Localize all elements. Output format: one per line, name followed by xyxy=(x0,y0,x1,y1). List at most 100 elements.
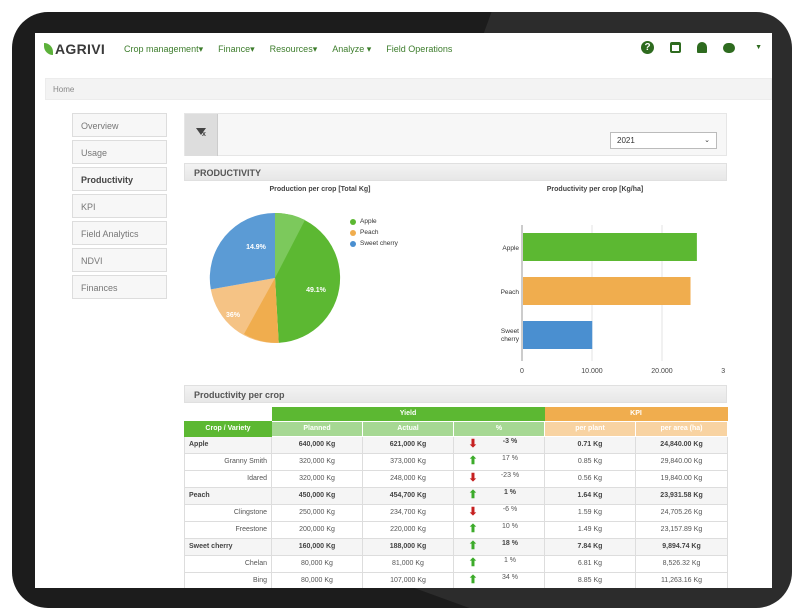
pie-slice-peach-variety[interactable] xyxy=(244,278,279,343)
percent-value: 17 % xyxy=(502,455,518,462)
arrow-down-icon: ⬇ xyxy=(468,472,478,484)
cell-percent: ⬆ 17 % xyxy=(453,452,545,471)
col-planned: Planned xyxy=(271,420,363,437)
cell-per-plant: 7.84 Kg xyxy=(544,537,636,556)
cell-planned: 200,000 Kg xyxy=(271,520,363,539)
legend-swatch xyxy=(350,229,356,236)
table-row[interactable]: Apple 640,000 Kg 621,000 Kg ⬇ -3 % 0.71 Kg 24,… xyxy=(184,435,729,454)
col-per-area: per area (ha) xyxy=(634,420,729,437)
legend-item-sweet-cherry[interactable]: Sweet cherry xyxy=(350,238,398,249)
menu-resources[interactable]: Resources▾ xyxy=(269,43,318,54)
cell-per-plant: 1.64 Kg xyxy=(544,486,636,505)
table-body: Apple 640,000 Kg 621,000 Kg ⬇ -3 % 0.71 Kg 24,… xyxy=(184,435,729,588)
bar-apple[interactable] xyxy=(523,233,697,261)
cell-planned: 250,000 Kg xyxy=(271,503,363,522)
cell-per-area: 19,840.00 Kg xyxy=(634,469,729,488)
cell-actual: 248,000 Kg xyxy=(362,469,454,488)
cell-actual: 107,000 Kg xyxy=(362,571,454,588)
table-row[interactable]: Idared 320,000 Kg 248,000 Kg ⬇ -23 % 0.56 Kg 1… xyxy=(184,469,729,488)
bar-peach[interactable] xyxy=(523,277,691,305)
sidebar-item-kpi[interactable]: KPI xyxy=(72,194,167,218)
table-row[interactable]: Peach 450,000 Kg 454,700 Kg ⬆ 1 % 1.64 Kg 23,9… xyxy=(184,486,729,505)
brand-logo[interactable]: AGRIVI xyxy=(44,41,105,57)
menu-finance[interactable]: Finance▾ xyxy=(218,43,255,54)
table-row[interactable]: Chelan 80,000 Kg 81,000 Kg ⬆ 1 % 6.81 Kg 8,526… xyxy=(184,554,729,573)
help-icon[interactable]: ? xyxy=(641,41,655,54)
arrow-up-icon: ⬆ xyxy=(468,523,478,535)
chat-icon[interactable] xyxy=(723,42,736,53)
cell-percent: ⬇ -3 % xyxy=(453,435,545,454)
table-row[interactable]: Clingstone 250,000 Kg 234,700 Kg ⬇ -6 % 1.59 … xyxy=(184,503,729,522)
col-crop-variety: Crop / Variety xyxy=(184,420,272,437)
year-select[interactable]: 2021 ⌄ xyxy=(610,132,717,149)
bell-icon[interactable] xyxy=(697,42,708,53)
legend-item-apple[interactable]: Apple xyxy=(350,216,398,227)
arrow-up-icon: ⬆ xyxy=(468,489,478,501)
table-group-header: Yield KPI xyxy=(185,407,728,421)
pie-slice-apple-variety[interactable] xyxy=(275,212,305,278)
menu-label: Field Operations xyxy=(386,43,453,54)
cell-per-plant: 0.56 Kg xyxy=(544,469,636,488)
sidebar-item-overview[interactable]: Overview xyxy=(72,113,167,137)
top-navbar: AGRIVI Crop management▾ Finance▾ Resourc… xyxy=(35,33,772,65)
legend-swatch xyxy=(350,218,356,225)
table-title: Productivity per crop xyxy=(184,385,727,403)
percent-value: 10 % xyxy=(502,523,518,530)
sidebar-item-usage[interactable]: Usage xyxy=(72,140,167,164)
breadcrumb-home[interactable]: Home xyxy=(53,85,75,94)
chevron-down-icon: ⌄ xyxy=(704,137,710,144)
y-category-label: Apple xyxy=(502,245,519,252)
x-tick-label: 10,000 xyxy=(581,368,603,373)
bar-sweet-cherry[interactable] xyxy=(523,321,593,349)
cell-percent: ⬆ 34 % xyxy=(453,571,545,588)
menu-label: Resources xyxy=(269,43,313,54)
cell-per-plant: 1.49 Kg xyxy=(544,520,636,539)
sidebar-item-field-analytics[interactable]: Field Analytics xyxy=(72,221,167,245)
breadcrumb: Home xyxy=(45,78,772,100)
table-row[interactable]: Granny Smith 320,000 Kg 373,000 Kg ⬆ 17 % 0.8… xyxy=(184,452,729,471)
nav-icons: ? ▼ xyxy=(625,41,762,54)
cell-crop: Freestone xyxy=(184,520,272,539)
cell-per-area: 24,705.26 Kg xyxy=(634,503,729,522)
menu-label: Crop management xyxy=(124,43,199,54)
menu-analyze[interactable]: Analyze ▾ xyxy=(332,43,372,54)
arrow-down-icon: ⬇ xyxy=(468,506,478,518)
menu-label: Finance xyxy=(218,43,251,54)
chevron-down-icon[interactable]: ▼ xyxy=(755,44,762,51)
cell-per-area: 23,157.89 Kg xyxy=(634,520,729,539)
brand-name: AGRIVI xyxy=(55,41,106,57)
sidebar-item-ndvi[interactable]: NDVI xyxy=(72,248,167,272)
cell-planned: 320,000 Kg xyxy=(271,452,363,471)
table-row[interactable]: Sweet cherry 160,000 Kg 188,000 Kg ⬆ 18 % 7.8… xyxy=(184,537,729,556)
cell-planned: 160,000 Kg xyxy=(271,537,363,556)
table-row[interactable]: Bing 80,000 Kg 107,000 Kg ⬆ 34 % 8.85 Kg 11,26… xyxy=(184,571,729,588)
y-category-label: Peach xyxy=(501,289,520,296)
kpi-group-header: KPI xyxy=(544,407,728,421)
menu-label: Analyze xyxy=(332,43,365,54)
cell-actual: 234,700 Kg xyxy=(362,503,454,522)
x-tick-label: 20,000 xyxy=(651,368,673,373)
year-select-value: 2021 xyxy=(617,136,635,145)
x-tick-label: 0 xyxy=(520,368,524,373)
calendar-icon[interactable] xyxy=(670,42,682,53)
cell-planned: 450,000 Kg xyxy=(271,486,363,505)
cell-percent: ⬇ -23 % xyxy=(453,469,545,488)
legend-item-peach[interactable]: Peach xyxy=(350,227,398,238)
table-row[interactable]: Freestone 200,000 Kg 220,000 Kg ⬆ 10 % 1.49 K… xyxy=(184,520,729,539)
pie-legend: Apple Peach Sweet cherry xyxy=(350,216,398,249)
main-menu: Crop management▾ Finance▾ Resources▾ Ana… xyxy=(124,44,467,55)
menu-crop-management[interactable]: Crop management▾ xyxy=(124,43,204,54)
sidebar-item-finances[interactable]: Finances xyxy=(72,275,167,299)
bar-chart-title: Productivity per crop [Kg/ha] xyxy=(546,186,644,193)
menu-field-operations[interactable]: Field Operations xyxy=(386,44,452,55)
col-actual: Actual xyxy=(362,420,454,437)
cell-planned: 320,000 Kg xyxy=(271,469,363,488)
sidebar-item-productivity[interactable]: Productivity xyxy=(72,167,167,191)
cell-percent: ⬆ 10 % xyxy=(453,520,545,539)
yield-group-header: Yield xyxy=(271,407,545,421)
arrow-up-icon: ⬆ xyxy=(468,574,478,586)
clear-filter-button[interactable]: x xyxy=(185,114,218,156)
pie-slice-sweet-cherry[interactable] xyxy=(209,212,275,290)
cell-crop: Bing xyxy=(184,571,272,588)
